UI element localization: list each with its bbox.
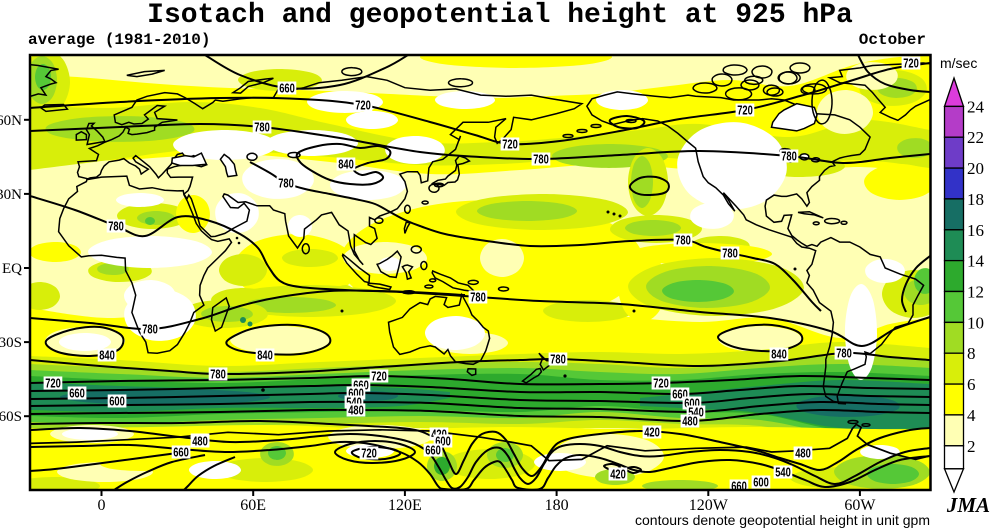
svg-text:600: 600	[109, 395, 125, 409]
svg-text:0: 0	[98, 497, 106, 514]
svg-text:10: 10	[967, 313, 984, 332]
svg-text:120E: 120E	[388, 497, 422, 514]
svg-text:2: 2	[967, 437, 976, 456]
svg-text:720: 720	[45, 377, 61, 391]
svg-text:420: 420	[610, 468, 626, 482]
svg-text:480: 480	[795, 447, 811, 461]
svg-text:22: 22	[967, 128, 984, 147]
svg-text:60S: 60S	[0, 409, 22, 425]
svg-text:660: 660	[731, 480, 747, 494]
svg-text:780: 780	[781, 150, 797, 164]
svg-text:780: 780	[108, 220, 124, 234]
svg-text:720: 720	[371, 370, 387, 384]
svg-text:840: 840	[257, 349, 273, 363]
svg-text:720: 720	[903, 57, 919, 71]
svg-text:60N: 60N	[0, 113, 22, 129]
svg-text:780: 780	[533, 153, 549, 167]
svg-text:660: 660	[173, 446, 189, 460]
svg-text:16: 16	[967, 221, 984, 240]
svg-text:780: 780	[470, 291, 486, 305]
svg-text:480: 480	[192, 435, 208, 449]
svg-text:60W: 60W	[844, 497, 876, 514]
svg-text:12: 12	[967, 283, 984, 302]
svg-text:contours denote geopotential h: contours denote geopotential height in u…	[635, 512, 930, 528]
svg-text:780: 780	[675, 234, 691, 248]
svg-text:October: October	[859, 31, 926, 49]
svg-text:780: 780	[254, 121, 270, 135]
svg-text:840: 840	[99, 349, 115, 363]
svg-text:480: 480	[682, 415, 698, 429]
svg-text:420: 420	[644, 426, 660, 440]
svg-text:780: 780	[550, 353, 566, 367]
svg-text:840: 840	[771, 348, 787, 362]
svg-text:780: 780	[278, 177, 294, 191]
svg-text:EQ: EQ	[2, 261, 22, 277]
svg-text:4: 4	[967, 406, 976, 425]
svg-text:8: 8	[967, 344, 976, 363]
svg-text:720: 720	[737, 104, 753, 118]
svg-text:720: 720	[653, 377, 669, 391]
svg-text:30N: 30N	[0, 187, 22, 203]
svg-text:660: 660	[69, 387, 85, 401]
svg-text:30S: 30S	[0, 335, 22, 351]
svg-text:720: 720	[355, 99, 371, 113]
svg-text:720: 720	[502, 138, 518, 152]
svg-text:14: 14	[967, 252, 985, 271]
svg-text:60E: 60E	[240, 497, 266, 514]
svg-text:6: 6	[967, 375, 976, 394]
svg-text:180: 180	[545, 497, 569, 514]
svg-text:660: 660	[425, 444, 441, 458]
svg-text:JMA: JMA	[946, 493, 990, 517]
svg-text:18: 18	[967, 190, 984, 209]
svg-text:780: 780	[722, 247, 738, 261]
svg-text:840: 840	[338, 158, 354, 172]
svg-text:540: 540	[775, 466, 791, 480]
svg-text:480: 480	[348, 404, 364, 418]
svg-text:780: 780	[142, 323, 158, 337]
svg-text:600: 600	[753, 476, 769, 490]
svg-text:average (1981-2010): average (1981-2010)	[28, 31, 210, 49]
svg-text:Isotach and geopotential heigh: Isotach and geopotential height at 925 h…	[147, 0, 853, 31]
svg-text:780: 780	[836, 347, 852, 361]
svg-text:720: 720	[361, 447, 377, 461]
svg-text:20: 20	[967, 159, 984, 178]
svg-text:120W: 120W	[689, 497, 729, 514]
svg-text:m/sec: m/sec	[940, 55, 977, 71]
svg-text:780: 780	[210, 368, 226, 382]
svg-text:660: 660	[279, 82, 295, 96]
svg-text:24: 24	[967, 97, 985, 116]
